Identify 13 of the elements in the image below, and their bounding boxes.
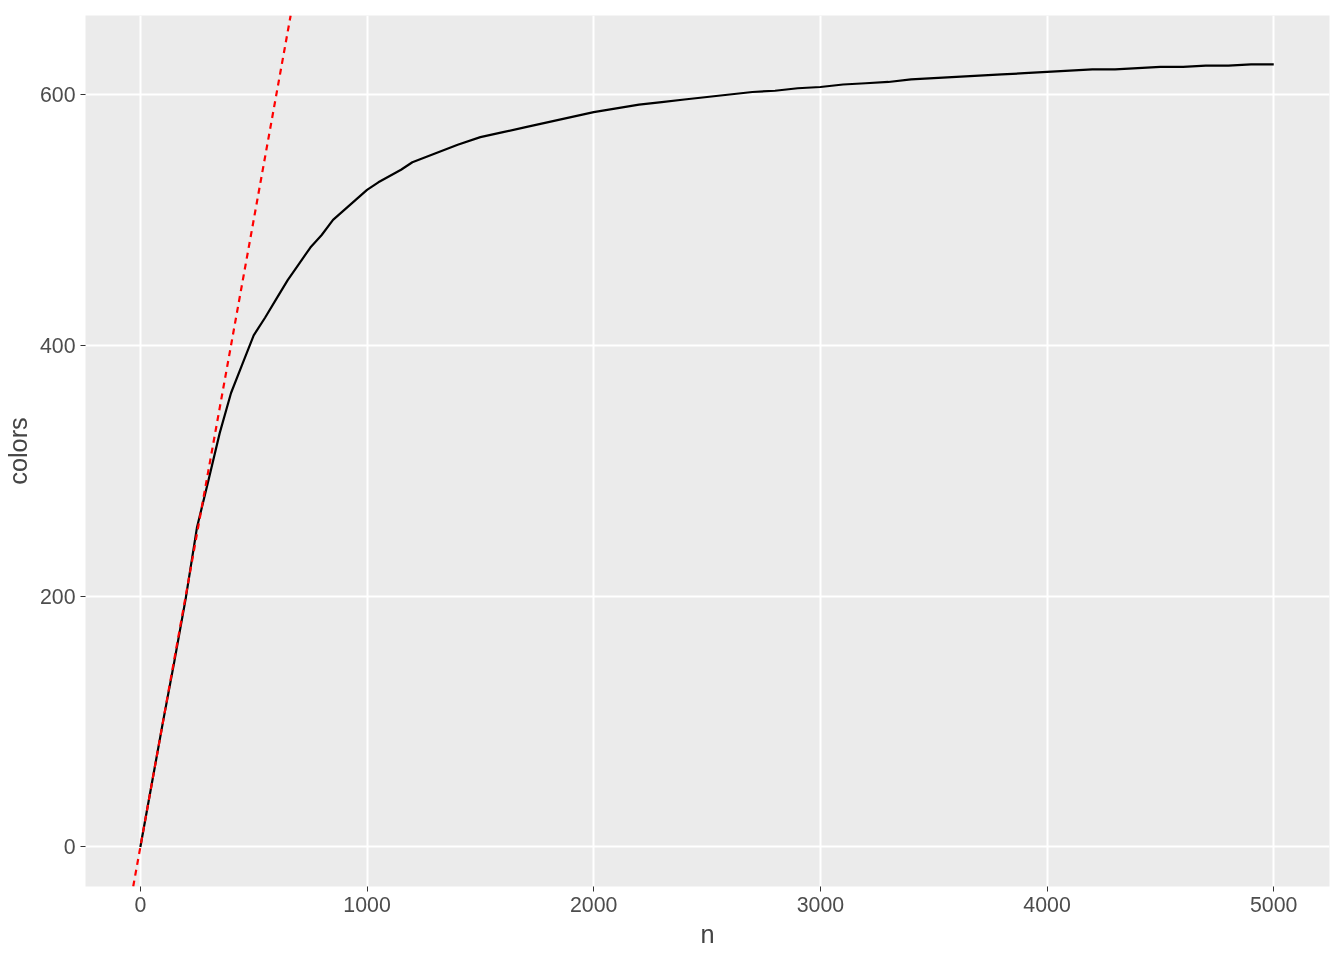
x-tick-label: 4000 [1023,892,1071,917]
y-tick-label: 0 [63,835,76,860]
x-tick-label: 5000 [1250,892,1298,917]
x-tick-label: 0 [134,892,147,917]
x-axis-title: n [700,919,715,948]
x-tick-label: 3000 [796,892,845,917]
y-tick-label: 200 [39,584,76,609]
line-series [139,63,1275,849]
y-axis-title: colors [3,417,32,485]
y-tick-label: 600 [39,83,76,108]
x-tick-label: 1000 [343,892,391,917]
x-tick-label: 2000 [569,892,618,917]
y-tick-label: 400 [39,333,76,358]
